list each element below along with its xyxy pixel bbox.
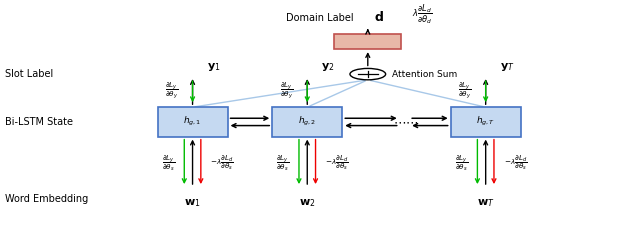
Text: $\dfrac{\partial L_y}{\partial\theta_y}$: $\dfrac{\partial L_y}{\partial\theta_y}$ xyxy=(165,80,179,101)
Text: Slot Label: Slot Label xyxy=(4,69,53,79)
Text: $\mathbf{w}_1$: $\mathbf{w}_1$ xyxy=(184,197,201,209)
FancyBboxPatch shape xyxy=(334,34,401,49)
Text: $\dfrac{\partial L_y}{\partial\theta_s}$: $\dfrac{\partial L_y}{\partial\theta_s}$ xyxy=(162,153,175,173)
Text: $\lambda\dfrac{\partial L_d}{\partial\theta_d}$: $\lambda\dfrac{\partial L_d}{\partial\th… xyxy=(412,2,433,26)
Text: Word Embedding: Word Embedding xyxy=(4,194,88,204)
Text: $h_{g,1}$: $h_{g,1}$ xyxy=(183,115,202,128)
Text: $-\lambda\dfrac{\partial L_d}{\partial\theta_s}$: $-\lambda\dfrac{\partial L_d}{\partial\t… xyxy=(211,153,234,172)
Text: $h_{g,2}$: $h_{g,2}$ xyxy=(298,115,316,128)
FancyBboxPatch shape xyxy=(157,107,228,137)
FancyBboxPatch shape xyxy=(272,107,342,137)
Text: $-\lambda\dfrac{\partial L_d}{\partial\theta_s}$: $-\lambda\dfrac{\partial L_d}{\partial\t… xyxy=(325,153,349,172)
Text: $h_{g,T}$: $h_{g,T}$ xyxy=(476,115,495,128)
Text: Domain Label: Domain Label xyxy=(286,13,354,23)
Text: $\mathbf{w}_2$: $\mathbf{w}_2$ xyxy=(299,197,316,209)
Text: Attention Sum: Attention Sum xyxy=(392,70,457,79)
Text: $\dfrac{\partial L_y}{\partial\theta_y}$: $\dfrac{\partial L_y}{\partial\theta_y}$ xyxy=(280,80,293,101)
Text: $\mathbf{y}_2$: $\mathbf{y}_2$ xyxy=(321,61,335,73)
Text: $-\lambda\dfrac{\partial L_d}{\partial\theta_s}$: $-\lambda\dfrac{\partial L_d}{\partial\t… xyxy=(504,153,527,172)
Text: $\dfrac{\partial L_y}{\partial\theta_y}$: $\dfrac{\partial L_y}{\partial\theta_y}$ xyxy=(458,80,472,101)
Text: Bi-LSTM State: Bi-LSTM State xyxy=(4,117,72,127)
Text: $\mathbf{w}_T$: $\mathbf{w}_T$ xyxy=(477,197,495,209)
Text: $\mathbf{d}$: $\mathbf{d}$ xyxy=(374,10,384,24)
Text: $\mathbf{y}_1$: $\mathbf{y}_1$ xyxy=(207,61,220,73)
FancyBboxPatch shape xyxy=(451,107,521,137)
Text: $\mathbf{y}_T$: $\mathbf{y}_T$ xyxy=(500,61,515,73)
Circle shape xyxy=(350,68,386,80)
Text: $\dfrac{\partial L_y}{\partial\theta_s}$: $\dfrac{\partial L_y}{\partial\theta_s}$ xyxy=(276,153,289,173)
Text: $\cdots\cdots$: $\cdots\cdots$ xyxy=(393,115,419,128)
Text: $\dfrac{\partial L_y}{\partial\theta_s}$: $\dfrac{\partial L_y}{\partial\theta_s}$ xyxy=(455,153,468,173)
